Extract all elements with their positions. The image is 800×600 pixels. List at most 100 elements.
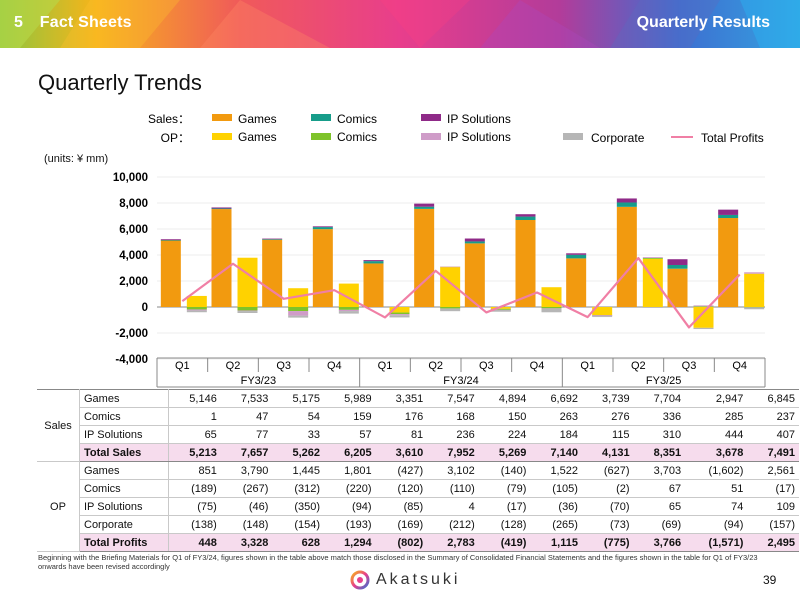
quarterly-chart: Sales： OP： Games Comics IP Solutions Games Com…: [113, 112, 766, 388]
table-cell: (70): [581, 497, 634, 516]
x-tick-label: Q2: [226, 360, 241, 372]
legend-label-op-0: Games: [238, 130, 277, 144]
chart-bars: [160, 198, 765, 330]
table-cell: 444: [685, 425, 748, 444]
table-row: Sales Games 5,146 7,533 5,175 5,989 3,351 7,547…: [37, 389, 799, 462]
bar-op-ip-solutions: [744, 272, 765, 274]
table-cell: 65: [168, 425, 221, 444]
x-tick-label: Q3: [682, 360, 697, 372]
units-label: (units: ¥ mm): [44, 153, 109, 165]
table-cell: (120): [375, 479, 428, 498]
legend-sales-prefix: Sales：: [148, 112, 190, 126]
fiscal-year-label: FY3/25: [646, 375, 681, 387]
table-cell: 115: [581, 425, 634, 444]
section-number: 5: [14, 14, 24, 31]
bar-op-ip-solutions: [338, 309, 359, 312]
bar-sales-ip-solutions: [515, 214, 536, 217]
table-row-label: IP Solutions: [79, 497, 169, 516]
table-cell: 1,801: [324, 461, 376, 480]
total-profits-line: [181, 256, 741, 329]
table-cell: 2,783: [427, 533, 479, 552]
bar-sales-ip-solutions: [667, 259, 688, 265]
table-cell: (1,602): [685, 461, 748, 480]
bar-op-ip-solutions: [237, 310, 258, 312]
bar-sales-comics: [363, 261, 384, 264]
bar-op-comics: [541, 307, 562, 309]
bar-sales-comics: [616, 202, 637, 207]
bar-sales-comics: [718, 214, 739, 219]
data-table: Sales Games 5,146 7,533 5,175 5,989 3,351 7,547…: [37, 389, 799, 552]
y-tick-label: -4,000: [115, 354, 148, 366]
x-tick-label: Q4: [530, 360, 545, 372]
table-cell: 159: [324, 407, 376, 426]
table-cell: 3,678: [685, 443, 748, 462]
table-cell: 263: [530, 407, 582, 426]
table-cell: (189): [168, 479, 221, 498]
table-cell: 285: [685, 407, 748, 426]
bar-sales-ip-solutions: [718, 209, 739, 215]
bar-op-ip-solutions: [592, 315, 613, 317]
bar-op-corporate: [440, 308, 461, 312]
bar-sales-games: [160, 240, 181, 307]
table-row-label: Total Profits: [79, 533, 169, 552]
table-cell: 224: [478, 425, 531, 444]
bar-sales-comics: [515, 216, 536, 221]
table-cell: 5,213: [168, 443, 221, 462]
bar-sales-games: [312, 229, 333, 307]
bar-op-games: [642, 258, 663, 307]
table-cell: 851: [168, 461, 221, 480]
table-row: Comics 1 47 54 159 176 168 150 263 276 336 285 237: [37, 407, 799, 426]
bar-op-corporate: [642, 307, 663, 308]
table-cell: (138): [168, 515, 221, 534]
legend-swatch-sales-1: [311, 114, 331, 121]
table-cell: 57: [324, 425, 376, 444]
bar-op-corporate: [338, 311, 359, 314]
bar-op-corporate: [592, 316, 613, 318]
table-cell: (157): [747, 515, 799, 534]
bar-sales-games: [718, 218, 739, 307]
table-cell: 407: [747, 425, 799, 444]
bar-op-games: [237, 257, 258, 307]
table-cell: 5,989: [324, 389, 376, 408]
bar-op-comics: [389, 312, 410, 315]
bar-op-corporate: [288, 315, 309, 318]
bar-op-corporate: [693, 327, 714, 330]
bar-op-games: [744, 273, 765, 307]
table-row: Total Sales 5,213 7,657 5,262 6,205 3,610 7,95…: [37, 443, 799, 462]
table-cell: 5,175: [272, 389, 324, 408]
y-tick-label: -2,000: [115, 328, 148, 340]
header-banner: 5 Fact Sheets Quarterly Results: [0, 0, 800, 48]
legend-label-sales-1: Comics: [337, 112, 377, 126]
table-row-label: Corporate: [79, 515, 169, 534]
legend-swatch-corporate: [563, 133, 583, 140]
bar-sales-comics: [667, 264, 688, 269]
bar-op-comics: [338, 307, 359, 310]
bar-op-comics: [288, 307, 309, 312]
table-cell: (169): [375, 515, 428, 534]
table-cell: 3,610: [375, 443, 428, 462]
bar-sales-games: [515, 220, 536, 307]
table-cell: 8,351: [633, 443, 686, 462]
table-cell: (17): [478, 497, 531, 516]
bar-op-corporate: [744, 307, 765, 310]
x-tick-label: Q1: [175, 360, 190, 372]
bar-op-comics: [693, 306, 714, 307]
table-cell: 65: [633, 497, 686, 516]
bar-op-comics: [186, 307, 207, 310]
bar-sales-ip-solutions: [464, 238, 485, 242]
table-cell: (94): [324, 497, 376, 516]
table-row-label: Comics: [79, 479, 169, 498]
bar-op-corporate: [541, 308, 562, 313]
table-cell: 47: [220, 407, 273, 426]
table-cell: 310: [633, 425, 686, 444]
legend-swatch-op-1: [311, 133, 331, 140]
table-cell: 1,445: [272, 461, 324, 480]
bar-op-comics: [237, 307, 258, 311]
bar-op-corporate: [389, 315, 410, 318]
table-row: Total Profits 448 3,328 628 1,294 (802) 2,783(…: [37, 533, 799, 552]
bar-sales-ip-solutions: [160, 239, 181, 241]
table-cell: (212): [427, 515, 479, 534]
bar-op-ip-solutions: [541, 308, 562, 309]
bar-sales-ip-solutions: [312, 226, 333, 228]
table-cell: 237: [747, 407, 799, 426]
